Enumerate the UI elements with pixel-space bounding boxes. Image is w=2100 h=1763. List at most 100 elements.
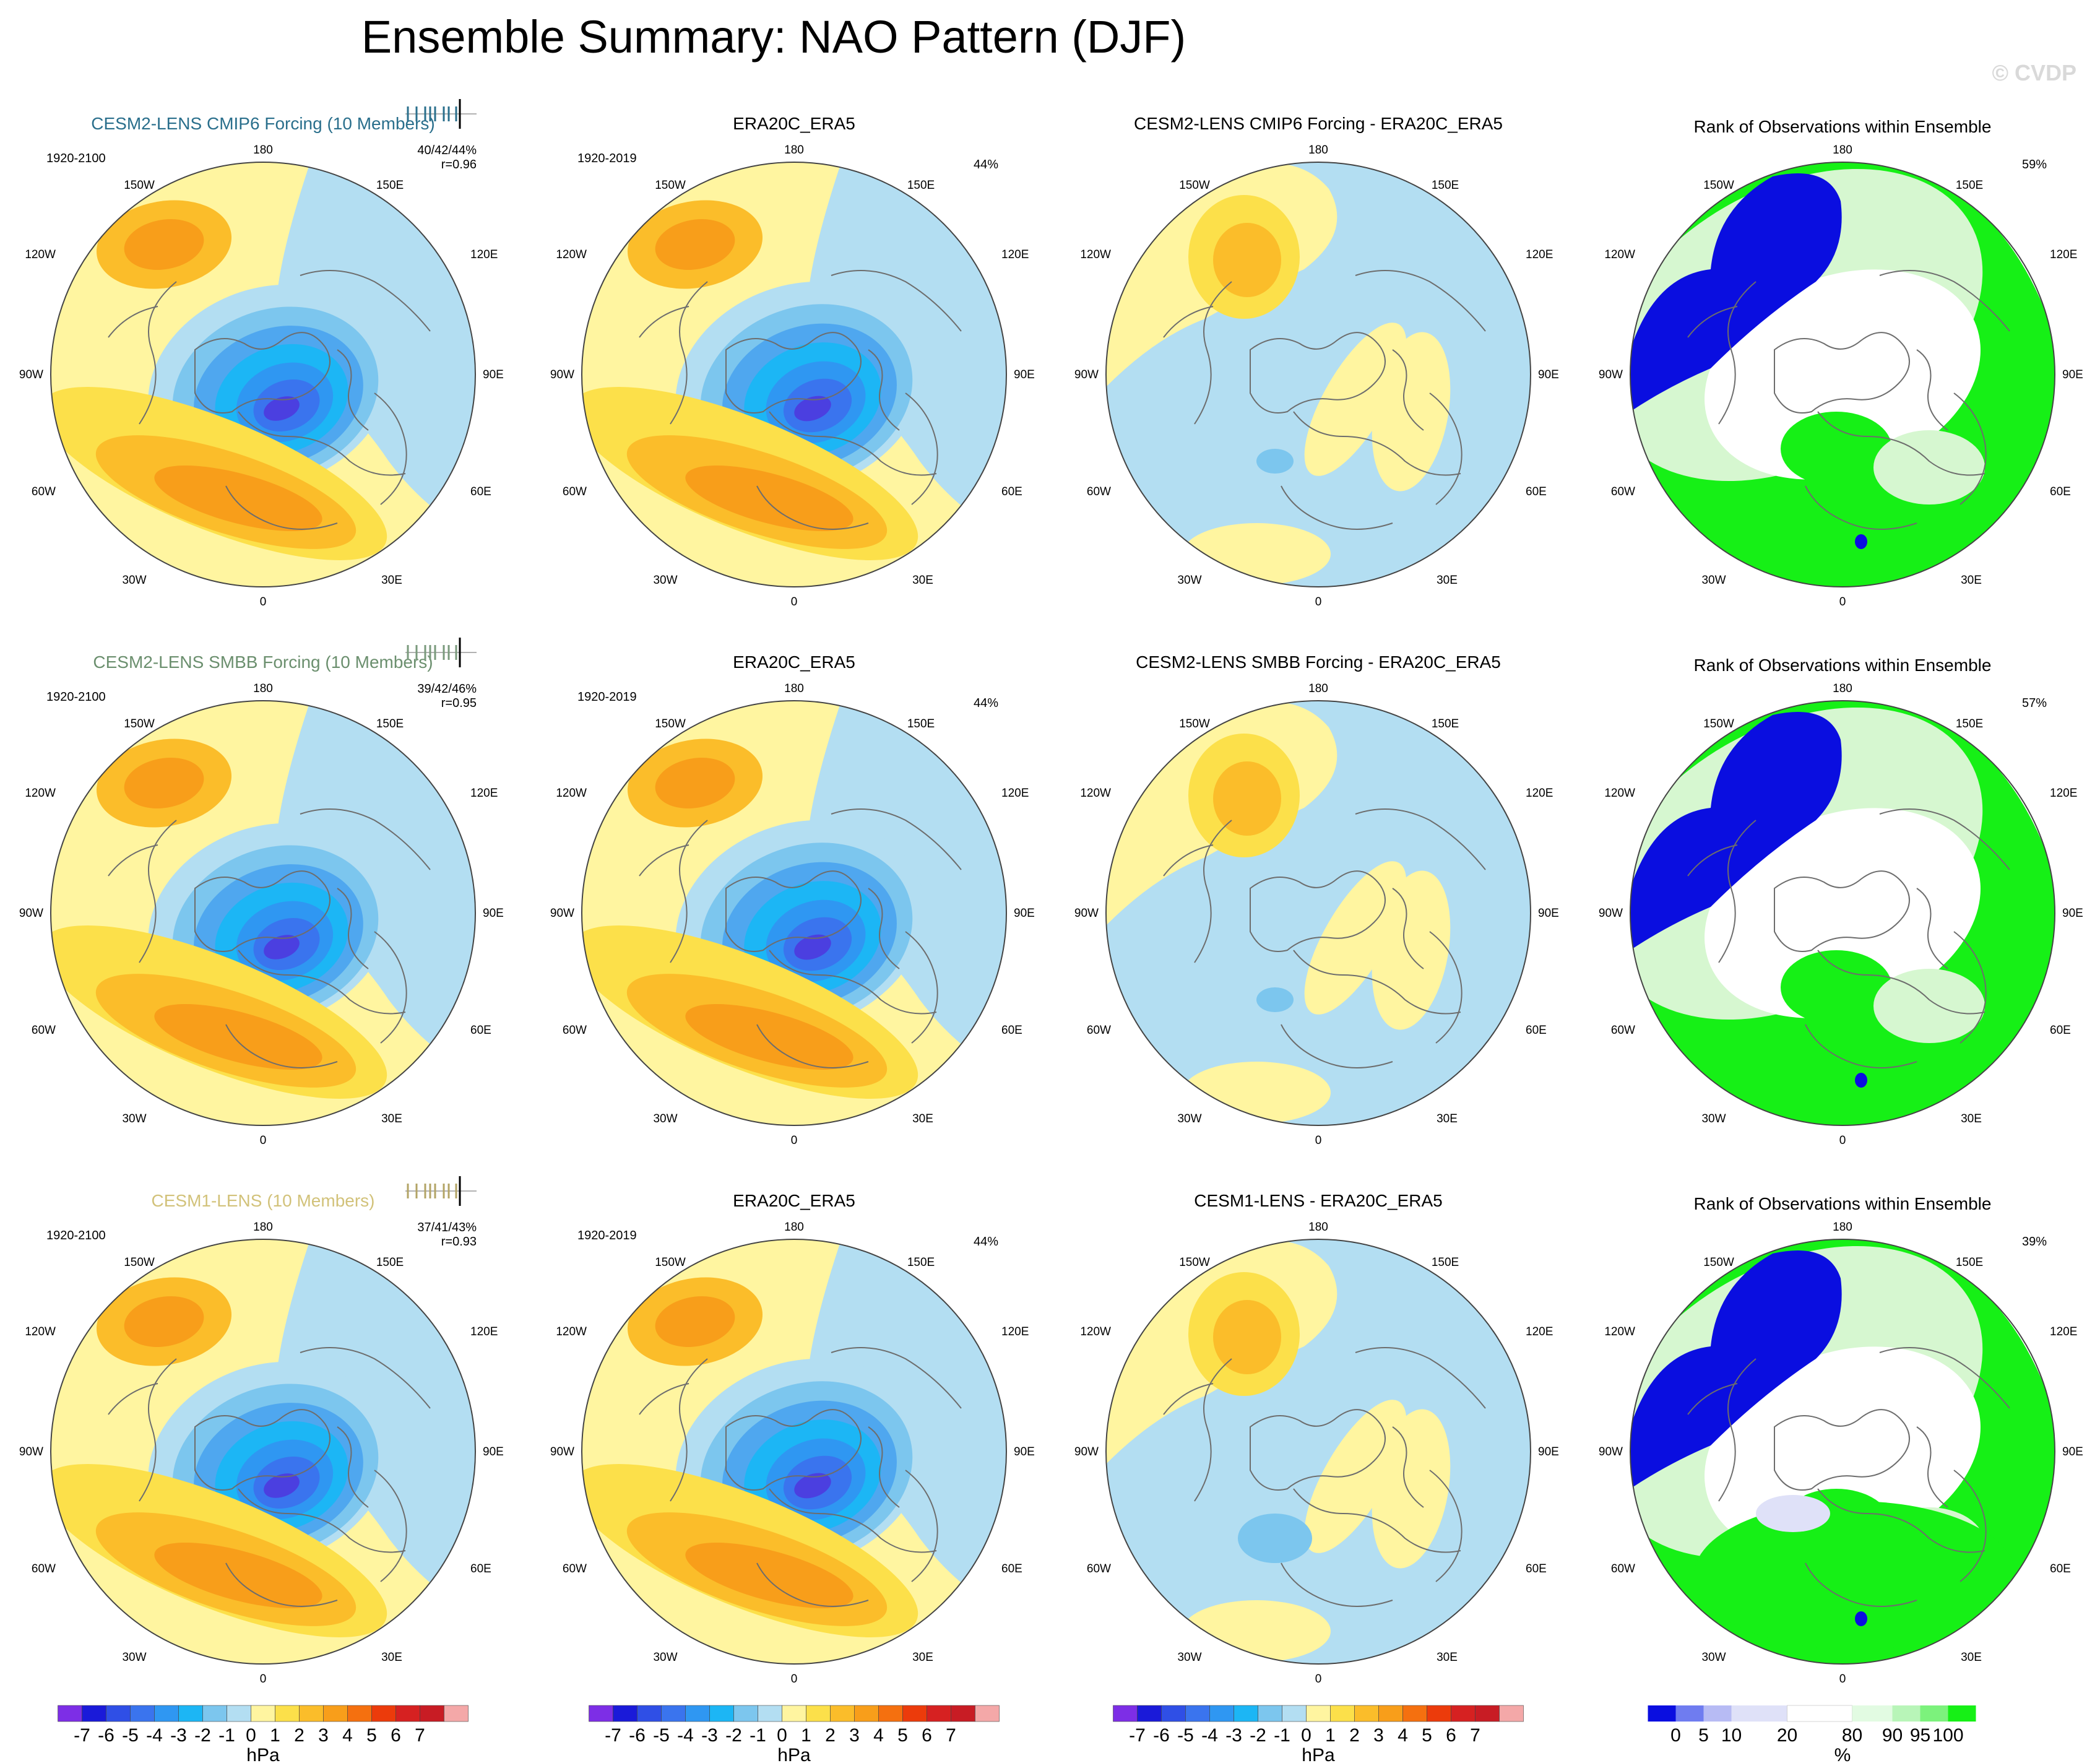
lon-label-bottom: 0	[791, 1134, 798, 1147]
colorbar-swatch	[1209, 1705, 1234, 1722]
colorbar-tick-label: 2	[294, 1725, 305, 1746]
lon-label-mid_lower_left: 60W	[32, 1562, 56, 1575]
colorbar-tick-label: -2	[1250, 1725, 1266, 1746]
colorbar-tick-label: 1	[1325, 1725, 1336, 1746]
lon-label-top: 180	[253, 682, 273, 695]
lon-label-top: 180	[784, 682, 804, 695]
lon-label-bottom: 0	[1839, 1134, 1846, 1147]
rank-colorbar-tick-label: 100	[1932, 1725, 1963, 1746]
lon-label-lower_right: 30E	[912, 574, 933, 587]
lon-label-top: 180	[1833, 1221, 1852, 1234]
coastline	[1805, 1024, 1917, 1068]
mid-rank-region	[1705, 269, 1981, 480]
lon-label-left: 90W	[550, 368, 574, 381]
lon-label-right: 90E	[1014, 907, 1035, 920]
map-boundary	[1105, 700, 1531, 1126]
colorbar-swatch	[1137, 1705, 1162, 1722]
map-boundary	[581, 700, 1007, 1126]
colorbar-tick-label: 7	[1470, 1725, 1480, 1746]
lon-label-mid_lower_right: 60E	[1001, 1562, 1022, 1575]
obs-variance-pct: 44%	[974, 1235, 998, 1249]
coastline	[108, 1383, 158, 1415]
rank-pct: 59%	[2022, 158, 2047, 171]
high-contour	[154, 1543, 322, 1608]
coastline	[194, 1409, 331, 1491]
high-contour	[685, 466, 853, 531]
colorbar-tick-label: -1	[750, 1725, 766, 1746]
lon-label-left: 90W	[19, 1445, 43, 1458]
coastline	[1817, 1488, 1985, 1553]
lon-label-lower_left: 30W	[1701, 574, 1726, 587]
colorbar-swatch	[82, 1705, 106, 1722]
low-contour	[794, 934, 831, 960]
panel-r2-c1: 180 0 90W 90E 150W 150E 120W 120E 60W 60E 30W 30E CE…	[19, 638, 504, 1147]
panel-r1-c2: 180 0 90W 90E 150W 150E 120W 120E 60W 60E 30W 30E ER…	[550, 114, 1035, 609]
negative-contour	[1238, 1514, 1312, 1563]
lon-label-mid_lower_left: 60W	[1611, 1024, 1635, 1037]
coastline	[374, 1470, 407, 1582]
colorbar-swatch	[202, 1705, 227, 1722]
coastline	[1429, 1470, 1463, 1582]
lon-label-mid_lower_left: 60W	[32, 485, 56, 498]
lon-label-bottom: 0	[260, 1134, 267, 1147]
colorbar-unit: hPa	[246, 1745, 280, 1763]
lon-label-left: 90W	[1074, 907, 1099, 920]
colorbar-tick-label: 5	[1422, 1725, 1432, 1746]
low-rank-region	[1630, 712, 1842, 950]
low-rank-speck	[1855, 534, 1867, 549]
coastline	[1250, 1409, 1386, 1491]
colorbar-swatch	[709, 1705, 734, 1722]
colorbar-swatch	[1258, 1705, 1282, 1722]
coastline	[1687, 306, 1738, 338]
colorbar-unit: hPa	[777, 1745, 811, 1763]
colorbar-tick-label: -7	[74, 1725, 90, 1746]
high-contour	[655, 758, 735, 808]
positive-region	[1304, 861, 1407, 1015]
lon-label-top: 180	[1308, 682, 1328, 695]
lon-label-mid_upper_right: 120E	[1526, 248, 1553, 261]
lon-label-mid_upper_left: 120W	[556, 787, 587, 800]
high-contour	[154, 1004, 322, 1070]
coastline	[756, 1024, 869, 1068]
panel-r1-c3: 180 0 90W 90E 150W 150E 120W 120E 60W 60E 30W 30E CE…	[1074, 114, 1559, 609]
colorbar-tick-label: -3	[170, 1725, 187, 1746]
lon-label-mid_upper_left: 120W	[556, 248, 587, 261]
colorbar-tick-label: 5	[366, 1725, 377, 1746]
figure-title: Ensemble Summary: NAO Pattern (DJF)	[361, 11, 1186, 63]
lon-label-mid_upper_right: 120E	[470, 1325, 498, 1338]
diff-title: CESM1-LENS - ERA20C_ERA5	[1194, 1191, 1442, 1210]
coastline	[139, 820, 177, 963]
lon-label-mid_upper_left: 120W	[1604, 1325, 1635, 1338]
lon-label-mid_lower_right: 60E	[470, 485, 491, 498]
rank-colorbar-tick-label: 10	[1721, 1725, 1742, 1746]
lon-label-left: 90W	[19, 907, 43, 920]
positive-region	[1372, 1409, 1451, 1569]
coastline	[1916, 1426, 1948, 1508]
lon-label-left: 90W	[1599, 907, 1623, 920]
obs-period: 1920-2019	[577, 152, 637, 165]
lon-label-mid_lower_right: 60E	[470, 1562, 491, 1575]
panel-r1-c1: 180 0 90W 90E 150W 150E 120W 120E 60W 60E 30W 30E CE…	[19, 99, 504, 609]
coastline	[1392, 888, 1424, 969]
colorbar-swatch	[1378, 1705, 1403, 1722]
lon-label-mid_lower_right: 60E	[470, 1024, 491, 1037]
low-rank-speck	[1855, 1611, 1867, 1626]
colorbar-tick-label: -4	[677, 1725, 694, 1746]
colorbar-swatch	[613, 1705, 637, 1722]
lon-label-upper_left: 150W	[1179, 1256, 1210, 1269]
panel-r3-c4: 180 0 90W 90E 150W 150E 120W 120E 60W 60E 30W 30E Ra…	[1599, 1194, 2083, 1686]
coastline	[108, 306, 158, 338]
colorbar-swatch	[178, 1705, 203, 1722]
coastline	[374, 392, 407, 505]
colorbar-swatch	[854, 1705, 879, 1722]
lon-label-lower_left: 30W	[122, 1112, 146, 1125]
lon-label-upper_right: 150E	[907, 717, 935, 730]
positive-region	[1372, 332, 1451, 492]
coastline	[1817, 950, 1985, 1015]
map-boundary	[581, 162, 1007, 587]
model-period: 1920-2100	[46, 1229, 106, 1242]
lon-label-mid_lower_left: 60W	[1611, 485, 1635, 498]
map-field	[582, 701, 1006, 1125]
lon-label-upper_right: 150E	[1432, 1256, 1459, 1269]
colorbar-swatch	[758, 1705, 782, 1722]
